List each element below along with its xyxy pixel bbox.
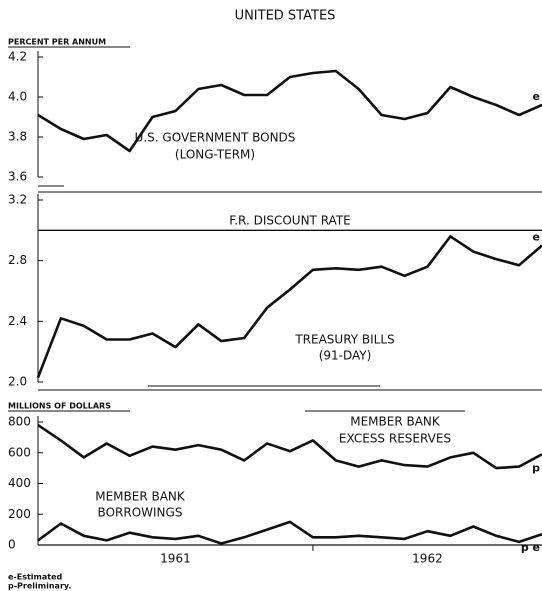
y-tick-label: 0 xyxy=(8,538,16,552)
y-tick-label: 3.2 xyxy=(8,193,27,207)
x-tick-label: 1962 xyxy=(412,552,443,566)
end-label: p xyxy=(532,461,540,474)
y-axis-label: PERCENT PER ANNUM xyxy=(8,38,106,47)
series-label: (LONG-TERM) xyxy=(175,148,255,162)
end-label: e xyxy=(533,90,540,103)
y-tick-label: 600 xyxy=(8,445,31,459)
x-tick-label: 1961 xyxy=(160,552,191,566)
series-label: MEMBER BANK xyxy=(95,490,186,504)
series-line xyxy=(37,424,542,470)
series-label: F.R. DISCOUNT RATE xyxy=(229,214,351,228)
y-tick-label: 800 xyxy=(8,415,31,429)
y-tick-label: 400 xyxy=(8,476,31,490)
series-line xyxy=(36,235,542,378)
series-line xyxy=(37,69,542,153)
footnote: p-Preliminary. xyxy=(8,582,71,591)
series-label: EXCESS RESERVES xyxy=(339,432,451,446)
label-background xyxy=(225,213,355,228)
y-tick-label: 3.6 xyxy=(8,170,27,184)
footnote: e-Estimated xyxy=(8,573,63,582)
y-tick-label: 200 xyxy=(8,507,31,521)
series-label: U.S. GOVERNMENT BONDS xyxy=(135,131,296,145)
y-tick-label: 2.0 xyxy=(8,375,27,389)
series-label: BORROWINGS xyxy=(98,506,183,520)
chart-title: UNITED STATES xyxy=(235,9,336,24)
series-label: (91-DAY) xyxy=(319,349,372,363)
series-line xyxy=(37,520,542,545)
y-tick-label: 2.8 xyxy=(8,253,27,267)
y-axis-label: MILLIONS OF DOLLARS xyxy=(8,402,111,411)
y-tick-label: 4.0 xyxy=(8,90,27,104)
end-label: p e xyxy=(521,541,540,554)
y-tick-label: 2.4 xyxy=(8,314,27,328)
y-tick-label: 3.8 xyxy=(8,130,27,144)
end-label: e xyxy=(533,231,540,244)
series-label: TREASURY BILLS xyxy=(294,333,394,347)
series-label: MEMBER BANK xyxy=(350,415,441,429)
y-tick-label: 4.2 xyxy=(8,50,27,64)
